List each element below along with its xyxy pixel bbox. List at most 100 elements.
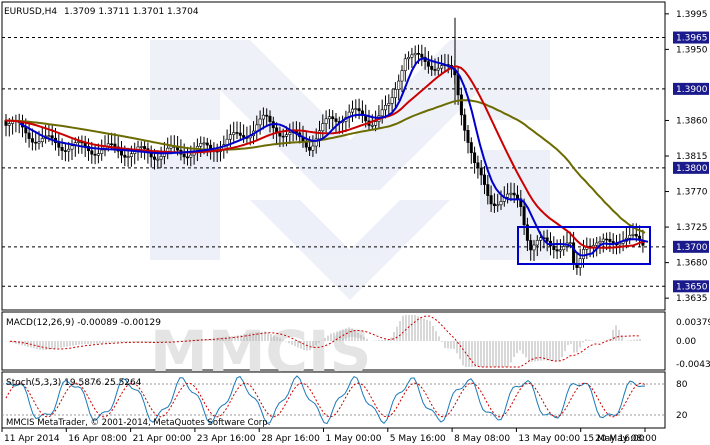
time-tick-label: 23 Apr 16:00 — [197, 434, 256, 444]
candle-body — [555, 249, 559, 252]
candle-body — [30, 138, 34, 143]
candle-body — [261, 114, 265, 120]
candle-body — [492, 203, 496, 207]
stoch-main-line — [5, 375, 645, 425]
candle-body — [631, 234, 635, 236]
time-tick-label: 13 May 00:00 — [518, 434, 580, 444]
candle-body — [628, 234, 632, 239]
time-axis: 11 Apr 2014 16 Apr 08:00 21 Apr 00:00 23 Ap… — [1, 428, 657, 444]
candle-body — [522, 206, 526, 226]
candle-body — [268, 115, 272, 122]
candle-body — [156, 158, 160, 161]
time-tick-label: 21 Apr 00:00 — [133, 434, 192, 444]
time-tick-label: 8 May 08:00 — [454, 434, 510, 444]
candle-body — [618, 243, 622, 246]
candle-body — [288, 132, 292, 135]
candle-body — [473, 152, 477, 164]
candle-body — [40, 138, 44, 142]
candle-body — [383, 104, 387, 111]
stoch-tick-label: 20 — [676, 411, 688, 421]
candle-body — [572, 242, 576, 264]
candle-body — [440, 65, 444, 69]
candle-body — [120, 150, 124, 156]
macd-tick-label: 0.00379 — [676, 318, 710, 328]
candle-body — [202, 142, 206, 145]
candle-body — [153, 156, 157, 160]
candle-body — [113, 143, 117, 148]
candle-body — [370, 125, 374, 127]
candle-body — [334, 118, 338, 122]
candle-body — [476, 162, 480, 169]
candle-body — [456, 74, 460, 96]
candle-body — [397, 80, 401, 90]
symbol-label: EURUSD,H4 — [4, 7, 57, 17]
price-level-badge — [673, 82, 709, 95]
candle-body — [255, 124, 259, 132]
candle-body — [357, 108, 361, 112]
candle-body — [182, 153, 186, 158]
candle-body — [139, 146, 143, 148]
price-tick-label: 1.3815 — [676, 152, 708, 162]
candle-body — [189, 154, 193, 158]
candle-body — [509, 192, 513, 195]
copyright-text: MMCIS MetaTrader, © 2001-2014, MetaQuote… — [6, 418, 270, 428]
candle-body — [129, 153, 133, 157]
candle-body — [110, 143, 114, 146]
candle-body — [90, 150, 94, 155]
candle-body — [506, 193, 510, 198]
candle-body — [420, 53, 424, 58]
candle-body — [605, 238, 609, 241]
moving-average-mid — [4, 65, 646, 249]
candle-body — [205, 142, 209, 146]
candle-body — [562, 246, 566, 251]
candle-body — [568, 242, 572, 245]
price-level-badge — [673, 161, 709, 174]
candle-body — [400, 70, 404, 82]
candle-body — [47, 135, 51, 137]
candle-body — [199, 143, 203, 147]
price-tick-label: 1.3770 — [676, 188, 708, 198]
candle-body — [7, 123, 11, 126]
candle-body — [258, 118, 262, 126]
candle-body — [126, 156, 130, 158]
price-level-label: 1.3965 — [676, 34, 708, 44]
candle-body — [515, 194, 519, 200]
price-axis: 1.3995 1.3950 1.3860 1.3815 1.3770 1.3725 1.36… — [665, 10, 709, 304]
candle-body — [281, 135, 285, 138]
time-tick-label: 28 Apr 16:00 — [261, 434, 320, 444]
candle-body — [242, 135, 246, 138]
price-tick-label: 1.3635 — [676, 294, 708, 304]
macd-axis: 0.00379 0.00 -0.00436 — [676, 318, 710, 370]
price-tick-label: 1.3680 — [676, 259, 708, 269]
candle-body — [265, 114, 269, 117]
candle-body — [278, 132, 282, 137]
candle-body — [390, 97, 394, 104]
candle-body — [598, 241, 602, 244]
candle-body — [608, 238, 612, 242]
price-tick-label: 1.3725 — [676, 223, 708, 233]
time-tick-label: 1 May 00:00 — [326, 434, 382, 444]
candle-body — [63, 150, 67, 152]
candle-body — [159, 156, 163, 160]
macd-tick-label: 0.00 — [676, 337, 696, 347]
time-tick-label: 11 Apr 2014 — [4, 434, 60, 444]
candle-body — [426, 61, 430, 67]
candle-body — [228, 134, 232, 140]
candle-body — [209, 144, 213, 149]
candle-body — [331, 116, 335, 120]
price-level-label: 1.3800 — [676, 164, 708, 174]
candle-body — [532, 244, 536, 251]
candle-body — [466, 130, 470, 143]
price-tick-label: 1.3860 — [676, 116, 708, 126]
candle-body — [321, 123, 325, 132]
candle-body — [37, 141, 41, 144]
candle-body — [496, 204, 500, 207]
candle-body — [463, 114, 467, 131]
selection-box[interactable] — [517, 226, 651, 265]
time-tick-label: 5 May 16:00 — [390, 434, 446, 444]
candle-body — [410, 54, 414, 58]
stoch-panel[interactable] — [1, 371, 666, 429]
candle-body — [525, 224, 529, 241]
candle-body — [308, 146, 312, 151]
